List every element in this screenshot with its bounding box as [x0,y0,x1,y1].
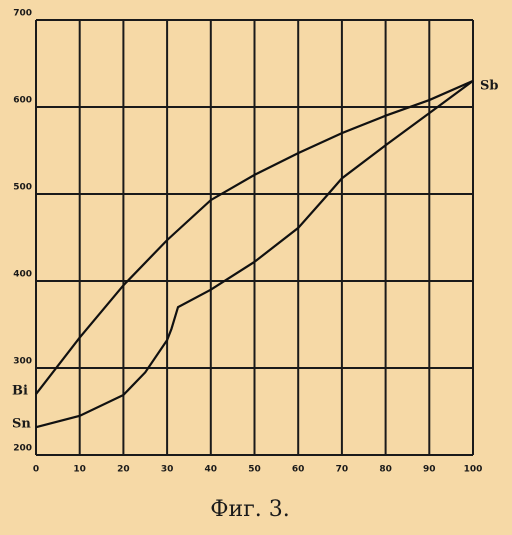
y-tick-label: 300 [13,357,32,367]
annotation: Sb [480,79,498,94]
x-tick-label: 30 [161,465,174,475]
y-tick-label: 500 [13,183,32,193]
x-tick-label: 40 [205,465,218,475]
y-tick-label: 400 [13,270,32,280]
curve [35,80,474,429]
x-tick-label: 20 [117,465,130,475]
curve [35,79,474,395]
x-tick-label: 70 [336,465,349,475]
series-label: Sn [12,417,31,432]
series-label: Bi [12,384,28,399]
x-tick-label: 90 [423,465,436,475]
x-tick-label: 60 [292,465,305,475]
x-tick-label: 0 [33,465,39,475]
y-tick-label: 200 [13,444,32,454]
x-tick-label: 80 [379,465,392,475]
x-tick-label: 10 [73,465,86,475]
x-tick-label: 50 [248,465,261,475]
y-tick-label: 600 [13,96,32,106]
chart-title: Фиг. 3. [210,497,289,522]
y-tick-label: 700 [13,9,32,19]
x-tick-label: 100 [464,465,483,475]
